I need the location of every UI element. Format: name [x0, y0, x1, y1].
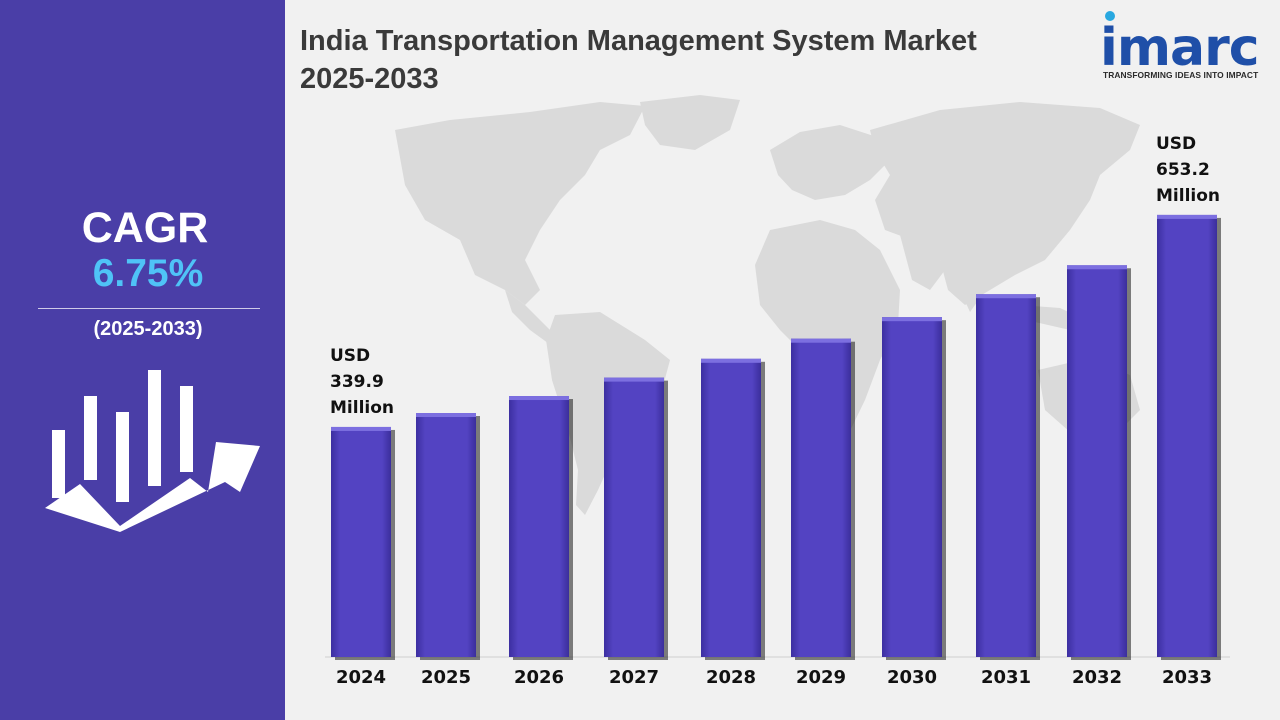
bar-2031 — [976, 294, 1036, 657]
annotation-2033-line-3: Million — [1156, 186, 1220, 206]
bar-top-2024 — [331, 426, 391, 431]
bar-top-2030 — [882, 317, 942, 322]
logo-wordmark: imarc — [1100, 18, 1260, 78]
annotation-2033-line-1: USD — [1156, 134, 1196, 154]
x-tick-2025: 2025 — [421, 667, 471, 688]
x-tick-2028: 2028 — [706, 667, 756, 688]
x-tick-2024: 2024 — [336, 667, 386, 688]
bar-top-2032 — [1067, 265, 1127, 270]
bar-2025 — [416, 413, 476, 657]
divider — [38, 308, 260, 309]
annotation-2024-line-2: 339.9 — [330, 372, 384, 392]
bar-top-2026 — [509, 396, 569, 401]
bar-annotations: USD 339.9 Million USD 653.2 Million — [330, 134, 1220, 418]
cagr-label: CAGR — [81, 204, 209, 252]
imarc-logo: imarc TRANSFORMING IDEAS INTO IMPACT — [1100, 8, 1275, 86]
bar-top-2033 — [1157, 214, 1217, 219]
bar-top-2028 — [701, 358, 761, 363]
x-tick-2026: 2026 — [514, 667, 564, 688]
x-tick-labels: 2024 2025 2026 2027 2028 2029 2030 2031 2032 2033 — [336, 667, 1212, 688]
bar-2030 — [882, 317, 942, 657]
bar-top-2025 — [416, 413, 476, 418]
bar-2029 — [791, 338, 851, 657]
x-tick-2027: 2027 — [609, 667, 659, 688]
bar-2032 — [1067, 265, 1127, 657]
annotation-2033-line-2: 653.2 — [1156, 160, 1210, 180]
title-line-2: 2025-2033 — [300, 63, 439, 95]
logo-dot — [1105, 11, 1115, 21]
bars-group — [331, 214, 1221, 660]
chart-title: India Transportation Management System M… — [300, 22, 1080, 98]
bar-2026 — [509, 396, 569, 657]
logo-tagline: TRANSFORMING IDEAS INTO IMPACT — [1103, 70, 1259, 80]
annotation-2024-line-1: USD — [330, 346, 370, 366]
bar-2033 — [1157, 214, 1217, 657]
x-tick-2033: 2033 — [1162, 667, 1212, 688]
x-tick-2029: 2029 — [796, 667, 846, 688]
annotation-2024-line-3: Million — [330, 398, 394, 418]
bar-growth-arrow-icon — [45, 370, 260, 532]
bar-top-2029 — [791, 338, 851, 343]
bar-top-2027 — [604, 377, 664, 382]
cagr-panel: CAGR 6.75% (2025-2033) — [0, 0, 285, 720]
cagr-value: 6.75% — [92, 252, 204, 295]
x-tick-2030: 2030 — [887, 667, 937, 688]
bar-top-2031 — [976, 294, 1036, 299]
cagr-period: (2025-2033) — [93, 318, 203, 340]
bar-2027 — [604, 377, 664, 657]
x-tick-2032: 2032 — [1072, 667, 1122, 688]
x-tick-2031: 2031 — [981, 667, 1031, 688]
bar-2028 — [701, 358, 761, 657]
bar-2024 — [331, 426, 391, 657]
title-line-1: India Transportation Management System M… — [300, 25, 977, 57]
